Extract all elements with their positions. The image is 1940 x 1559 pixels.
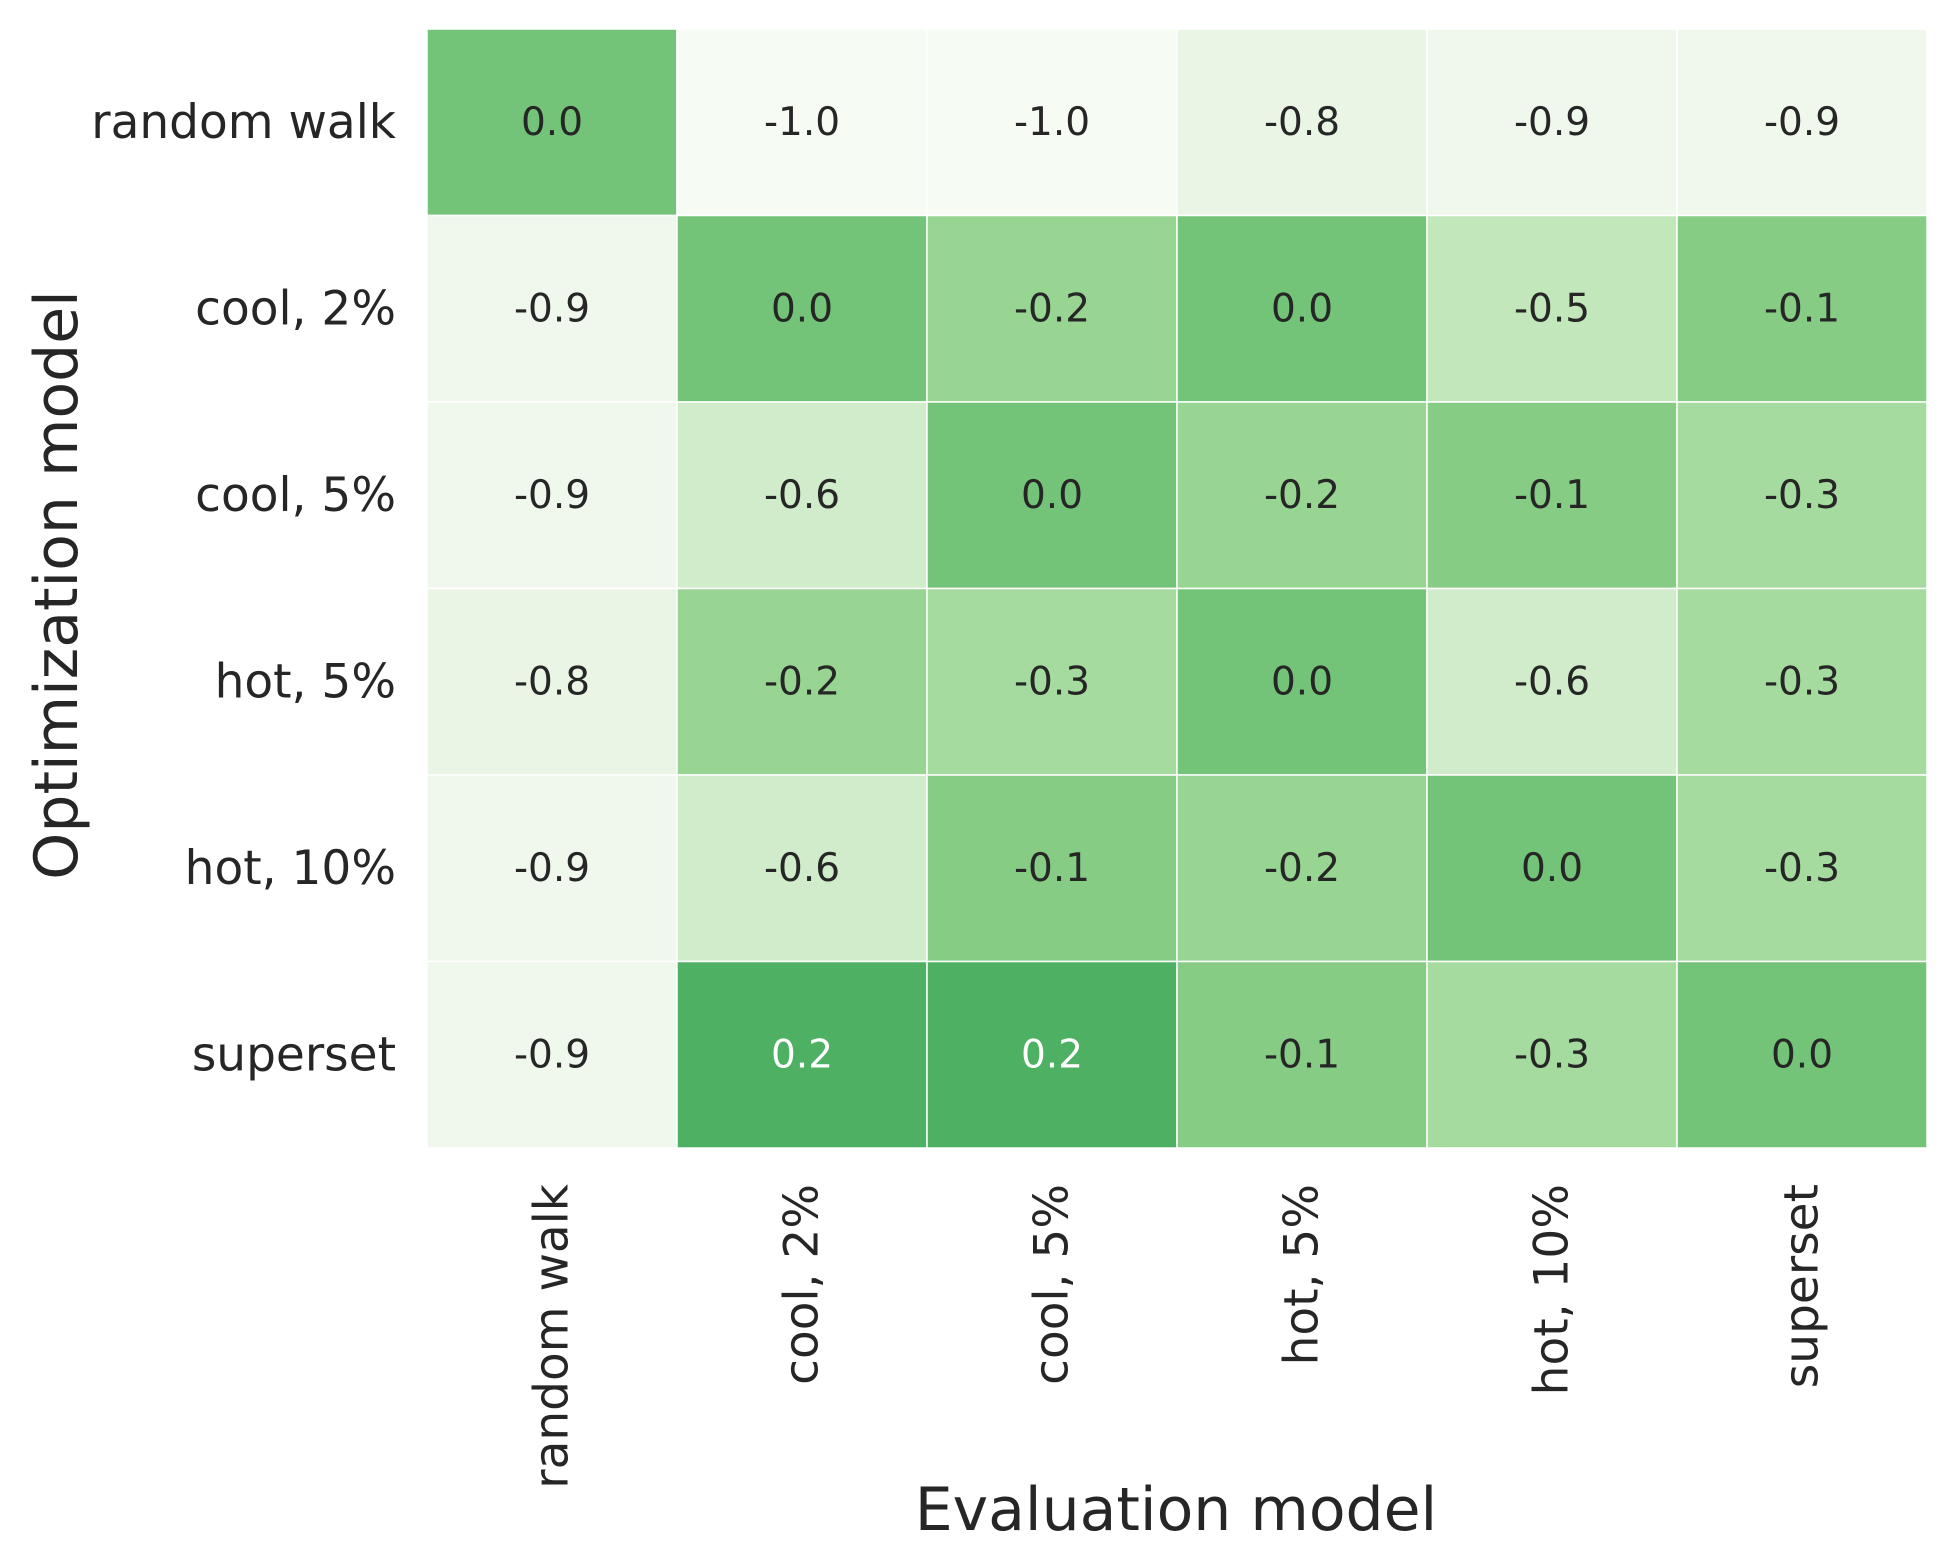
- x-tick-label: superset: [1775, 1184, 1830, 1388]
- cell-value-label: -0.2: [1264, 846, 1340, 891]
- heatmap-cell: [1176, 587, 1428, 776]
- heatmap-cell: [1426, 587, 1678, 776]
- heatmap-cell: [926, 774, 1178, 963]
- heatmap-cell: [1176, 774, 1428, 963]
- cell-value-label: -0.6: [764, 846, 840, 891]
- x-tick-label: hot, 10%: [1525, 1184, 1580, 1395]
- cell-value-label: 0.0: [1021, 473, 1083, 518]
- heatmap-cell: [926, 587, 1178, 776]
- heatmap-cell: [676, 587, 928, 776]
- cell-value-label: 0.2: [771, 1032, 833, 1077]
- heatmap-cell: [1676, 401, 1928, 590]
- heatmap-cell: [426, 587, 678, 776]
- heatmap-cell: [426, 774, 678, 963]
- heatmap-cell: [676, 28, 928, 217]
- heatmap-cell: [1176, 214, 1428, 403]
- heatmap-cell: [1676, 774, 1928, 963]
- cell-value-label: -0.3: [1014, 659, 1090, 704]
- heatmap-cell: [1426, 28, 1678, 217]
- heatmap-cell: [676, 401, 928, 590]
- cell-value-label: -0.3: [1764, 846, 1840, 891]
- x-tick-label: cool, 5%: [1025, 1184, 1080, 1385]
- heatmap-cell: [1176, 28, 1428, 217]
- cell-value-label: -0.8: [514, 659, 590, 704]
- heatmap-cell: [1426, 774, 1678, 963]
- y-tick-label: cool, 2%: [195, 281, 396, 336]
- heatmap-cell: [1176, 960, 1428, 1149]
- heatmap-cell: [426, 960, 678, 1149]
- cell-value-label: -0.3: [1514, 1032, 1590, 1077]
- y-tick-label: hot, 10%: [185, 841, 396, 896]
- cell-value-label: 0.0: [1771, 1032, 1833, 1077]
- heatmap-cell: [1176, 401, 1428, 590]
- x-axis-title: Evaluation model: [915, 1475, 1437, 1545]
- cell-value-label: 0.0: [771, 286, 833, 331]
- y-tick-label: cool, 5%: [195, 468, 396, 523]
- heatmap-cell: [426, 401, 678, 590]
- cell-value-label: 0.0: [521, 100, 583, 145]
- cell-value-label: 0.0: [1271, 659, 1333, 704]
- cell-value-label: -0.2: [1264, 473, 1340, 518]
- cell-value-label: -0.1: [1764, 286, 1840, 331]
- cell-value-label: -0.3: [1764, 473, 1840, 518]
- cell-value-label: -0.5: [1514, 286, 1590, 331]
- cell-value-label: 0.0: [1521, 846, 1583, 891]
- heatmap-cell: [676, 214, 928, 403]
- x-tick-labels: random walk cool, 2% cool, 5% hot, 5% hot, 1…: [525, 1183, 1830, 1489]
- y-axis-title: Optimization model: [22, 290, 92, 880]
- cell-value-label: -0.9: [514, 473, 590, 518]
- heatmap-cell: [926, 401, 1178, 590]
- heatmap-cell: [1676, 214, 1928, 403]
- heatmap-cell: [926, 28, 1178, 217]
- cell-value-label: -0.9: [1764, 100, 1840, 145]
- cell-value-label: -1.0: [1014, 100, 1090, 145]
- cell-value-label: -0.1: [1014, 846, 1090, 891]
- y-tick-label: superset: [192, 1027, 396, 1082]
- heatmap-cell: [426, 28, 678, 217]
- cell-value-label: -0.9: [514, 1032, 590, 1077]
- cell-value-label: -0.2: [1014, 286, 1090, 331]
- cell-value-label: -0.9: [514, 286, 590, 331]
- cell-value-label: -0.9: [514, 846, 590, 891]
- cell-value-label: -0.2: [764, 659, 840, 704]
- cell-value-label: 0.2: [1021, 1032, 1083, 1077]
- cell-value-label: -0.6: [764, 473, 840, 518]
- heatmap-cell: [1676, 587, 1928, 776]
- y-tick-labels: random walk cool, 2% cool, 5% hot, 5% hot, 1…: [91, 95, 397, 1083]
- cell-value-label: -0.6: [1514, 659, 1590, 704]
- heatmap-cells: 0.0 -1.0 -1.0 -0.8 -0.9 -0.9 -0.9 0.0 -0.2 0.0 -0.…: [426, 28, 1928, 1149]
- x-tick-label: hot, 5%: [1275, 1184, 1330, 1365]
- cell-value-label: 0.0: [1271, 286, 1333, 331]
- heatmap-cell: [1676, 28, 1928, 217]
- cell-value-label: -0.3: [1764, 659, 1840, 704]
- heatmap-cell: [1426, 401, 1678, 590]
- cell-value-label: -1.0: [764, 100, 840, 145]
- x-tick-label: cool, 2%: [775, 1184, 830, 1385]
- heatmap-cell: [1676, 960, 1928, 1149]
- cell-value-label: -0.8: [1264, 100, 1340, 145]
- cell-value-label: -0.1: [1264, 1032, 1340, 1077]
- y-tick-label: hot, 5%: [215, 654, 396, 709]
- cell-value-label: -0.9: [1514, 100, 1590, 145]
- heatmap-cell: [1426, 960, 1678, 1149]
- cell-value-label: -0.1: [1514, 473, 1590, 518]
- y-tick-label: random walk: [91, 95, 397, 150]
- x-tick-label: random walk: [525, 1183, 580, 1489]
